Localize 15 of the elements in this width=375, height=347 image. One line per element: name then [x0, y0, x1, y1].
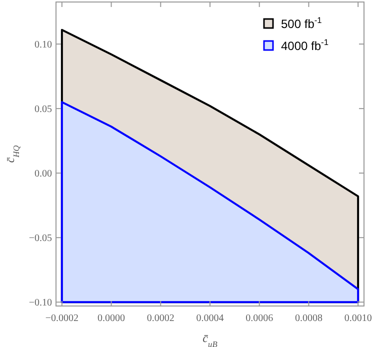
y-tick-label: 0.05 — [34, 104, 52, 116]
x-tick-label: 0.0004 — [196, 313, 224, 324]
x-tick-label: −0.0002 — [45, 313, 78, 324]
y-tick-label: −0.05 — [28, 233, 52, 244]
x-tick-label: 0.0010 — [344, 313, 372, 324]
x-tick-label: 0.0002 — [146, 313, 174, 324]
x-axis-title: c̄$_{uB}$ — [202, 331, 218, 347]
x-tick-label: 0.0006 — [246, 313, 274, 324]
y-tick-label: −0.10 — [28, 298, 52, 309]
legend-label: 4000 fb$^{-1}$ — [281, 37, 329, 54]
legend-label: 500 fb$^{-1}$ — [281, 15, 322, 32]
y-tick-label: 0.10 — [34, 40, 52, 51]
x-tick-label: 0.0000 — [98, 313, 126, 324]
x-tick-label: 0.0008 — [294, 313, 322, 324]
y-tick-label: 0.00 — [34, 168, 52, 180]
